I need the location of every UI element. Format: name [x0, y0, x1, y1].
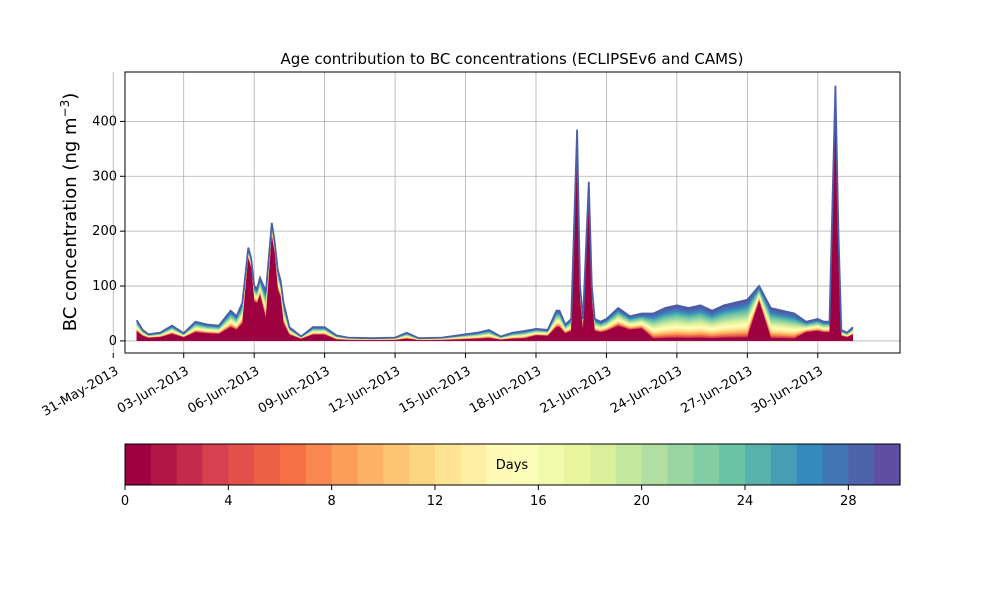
colorbar-bin [460, 444, 488, 485]
stacked-area-layers [136, 85, 853, 341]
colorbar-bin [383, 444, 410, 485]
colorbar-bin [641, 444, 669, 485]
colorbar-bin [848, 444, 875, 485]
colorbar-bin [590, 444, 617, 485]
colorbar-bin [486, 444, 514, 485]
colorbar-bin [305, 444, 333, 485]
colorbar-frame [124, 443, 901, 486]
colorbar-bin [615, 444, 643, 485]
colorbar-tick-label: 4 [224, 494, 232, 509]
colorbar-bin [564, 444, 591, 485]
colorbar-bin [719, 444, 746, 485]
y-axis-label: BC concentration (ng m−3) [58, 93, 81, 332]
x-tick-label: 21-Jun-2013 [538, 364, 615, 417]
colorbar-bin [409, 444, 436, 485]
y-tick-label: 0 [109, 334, 117, 349]
colorbar-bin [228, 444, 255, 485]
colorbar-bin [357, 444, 384, 485]
colorbar-bin [202, 444, 229, 485]
colorbar-bin [667, 444, 694, 485]
colorbar-bin [435, 444, 462, 485]
x-tick-label: 24-Jun-2013 [608, 364, 685, 417]
colorbar-bin [538, 444, 565, 485]
colorbar-bin [796, 444, 824, 485]
x-tick-label: 09-Jun-2013 [256, 364, 333, 417]
chart-title: Age contribution to BC concentrations (E… [281, 50, 744, 68]
x-tick-label: 12-Jun-2013 [326, 364, 403, 417]
colorbar-bin [331, 444, 359, 485]
x-tick-label: 03-Jun-2013 [115, 364, 192, 417]
colorbar-tick-label: 24 [737, 494, 754, 509]
y-tick-label: 400 [92, 114, 117, 129]
colorbar-bin [125, 444, 152, 485]
x-tick-label: 06-Jun-2013 [185, 364, 262, 417]
colorbar-bin [745, 444, 772, 485]
plot-frame [124, 71, 901, 354]
colorbar-tick-label: 20 [633, 494, 650, 509]
y-tick-label: 200 [92, 224, 117, 239]
colorbar-bin [822, 444, 849, 485]
x-tick-label: 18-Jun-2013 [467, 364, 544, 417]
colorbar-tick-label: 12 [427, 494, 444, 509]
age-layer [136, 90, 853, 341]
colorbar-ticks: 0 4 8 12 16 20 24 28 [121, 485, 857, 509]
colorbar-label: Days [496, 458, 529, 473]
colorbar-bin [874, 444, 901, 485]
y-axis: 0 100 200 300 400 [92, 114, 125, 349]
colorbar-tick-label: 16 [530, 494, 547, 509]
x-tick-label: 27-Jun-2013 [679, 364, 756, 417]
y-tick-label: 100 [92, 279, 117, 294]
colorbar-bin [770, 444, 798, 485]
colorbar-tick-label: 0 [121, 494, 129, 509]
colorbar-bin [150, 444, 178, 485]
x-axis: 31-May-201303-Jun-201306-Jun-201309-Jun-… [40, 353, 826, 420]
colorbar-tick-label: 28 [840, 494, 857, 509]
colorbar-tick-label: 8 [328, 494, 336, 509]
colorbar-bin [176, 444, 204, 485]
x-tick-label: 15-Jun-2013 [397, 364, 474, 417]
colorbar-bin [280, 444, 307, 485]
x-tick-label: 30-Jun-2013 [749, 364, 826, 417]
colorbar-bin [693, 444, 720, 485]
colorbar [125, 444, 901, 485]
y-tick-label: 300 [92, 169, 117, 184]
x-tick-label: 31-May-2013 [40, 364, 122, 420]
colorbar-bin [512, 444, 539, 485]
total-series [135, 85, 854, 340]
total-line [135, 85, 854, 340]
colorbar-bin [254, 444, 281, 485]
